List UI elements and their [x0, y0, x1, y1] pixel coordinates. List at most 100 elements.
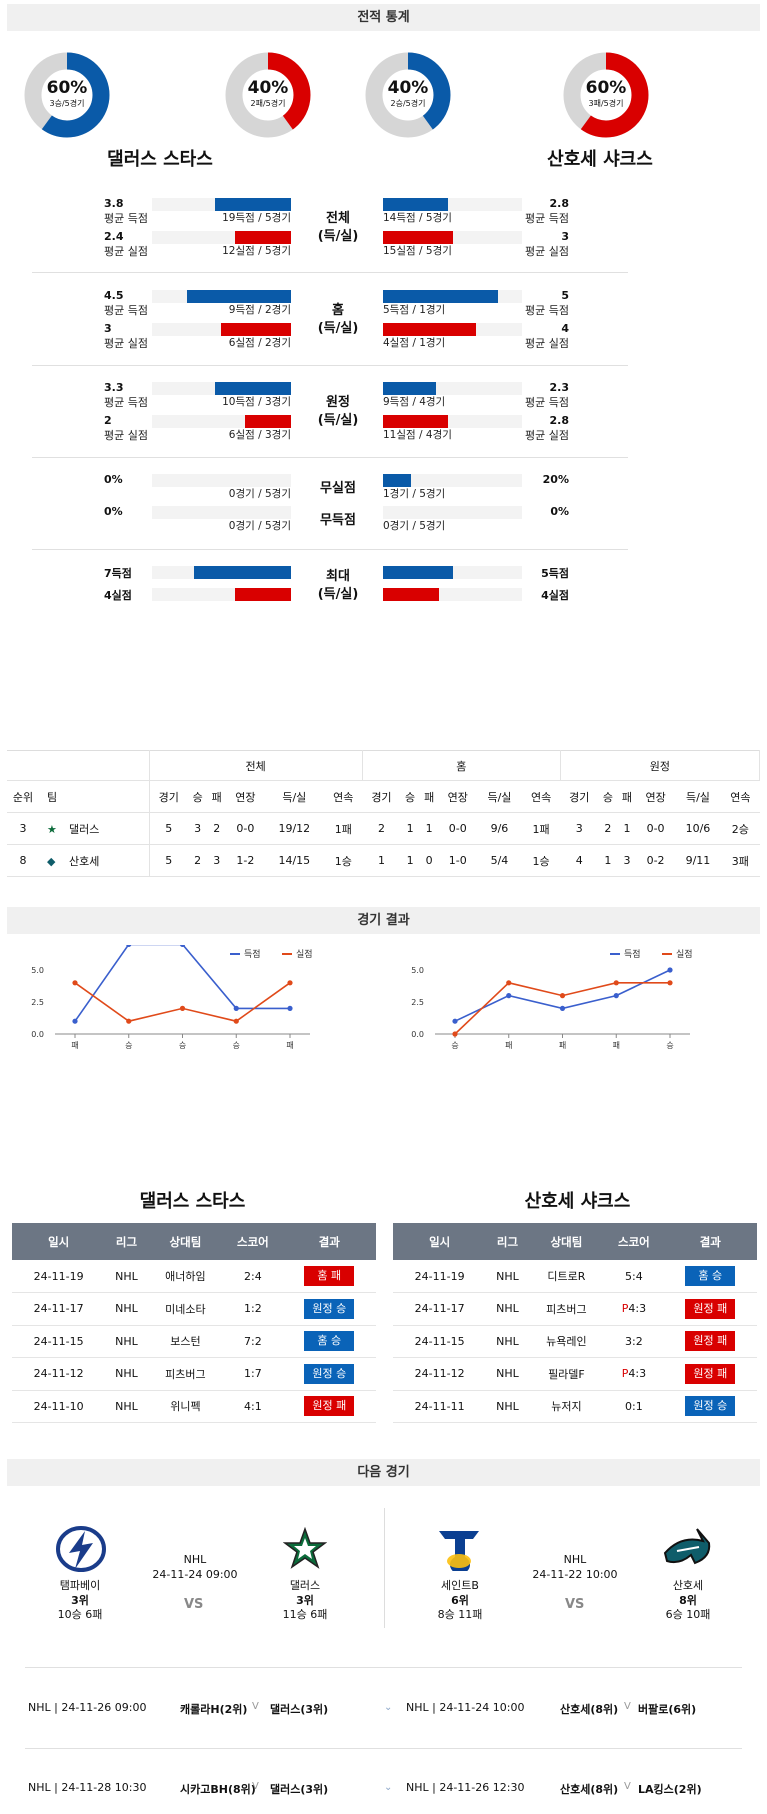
results-date: 24-11-19 [12, 1260, 106, 1293]
results-row: 24-11-19 NHL 디트로R 5:4 홈 승 [393, 1260, 757, 1293]
standings-cell: 9/6 [476, 812, 522, 845]
results-header: 상대팀 [147, 1223, 224, 1260]
away-stat-track [383, 506, 522, 519]
chevron-down-icon[interactable]: ⌄ [384, 1702, 393, 1713]
results-score-prefix: P [621, 1302, 629, 1316]
away-stat-sub: 1경기 / 5경기 [383, 488, 446, 500]
home-stat-value: 2 [104, 414, 112, 427]
results-outcome: 원정 승 [663, 1390, 757, 1423]
upcoming-right-info: NHL | 24-11-24 10:00 [406, 1701, 525, 1714]
chart-ytick: 2.5 [411, 998, 424, 1007]
results-league: NHL [105, 1390, 148, 1423]
standings-header: 연장 [226, 780, 265, 813]
standings-cell: 3 [188, 812, 208, 845]
chart-point [506, 993, 512, 999]
chart-xtick: 승 [666, 1041, 673, 1050]
results-score: 1:7 [223, 1357, 283, 1391]
standings-cell: 10/6 [674, 812, 722, 845]
next-left-t1-rank: 3위 [71, 1594, 89, 1607]
results-opponent: 피츠버그 [528, 1292, 605, 1326]
results-opponent: 애너하임 [147, 1260, 224, 1293]
result-badge: 홈 패 [304, 1266, 355, 1286]
next-right-datetime: 24-11-22 10:00 [532, 1568, 618, 1581]
results-date: 24-11-17 [393, 1292, 487, 1326]
chart-xtick: 패 [286, 1040, 293, 1050]
chart-xtick: 승 [233, 1041, 240, 1050]
results-opponent: 미네소타 [147, 1292, 224, 1326]
chart-point [287, 1005, 293, 1011]
standings-cell: 5 [149, 844, 189, 877]
away-stat-sub: 11실점 / 4경기 [383, 429, 452, 441]
standings-header: 연장 [438, 780, 477, 813]
away-stat-value: 3 [561, 230, 569, 243]
donut-percent: 40% [247, 78, 289, 98]
home-stat-value: 3.3 [104, 381, 124, 394]
upcoming-left-vs: V [252, 1781, 259, 1792]
results-home-team: 댈러스 스타스 [139, 1191, 246, 1212]
home-stat-bar [235, 588, 291, 601]
chart-point [179, 1005, 186, 1011]
standings-header: 연속 [721, 780, 760, 813]
home-stat-value: 0% [104, 473, 123, 486]
home-stat-bar [215, 382, 291, 395]
results-row: 24-11-12 NHL 필라델F P4:3 원정 패 [393, 1357, 757, 1391]
next-left-t1-record: 10승 6패 [57, 1608, 103, 1621]
stat-group-sublabel: (득/실) [317, 321, 359, 336]
chart-xtick: 패 [505, 1040, 512, 1050]
standings-header: 경기 [149, 780, 189, 813]
standings-header-row: 순위 팀 경기 승 패 연장 득/실 연속 경기 승 패 연장 득/실 연속 경기 승 패 연장 득/실 연속 [7, 780, 760, 813]
results-league: NHL [486, 1325, 529, 1358]
chart-point [667, 967, 673, 973]
away-stat-value: 0% [550, 505, 569, 518]
upcoming-divider [25, 1667, 742, 1668]
standings-cell: 19/12 [264, 812, 325, 845]
next-left-league: NHL [183, 1553, 207, 1566]
standings-cell: 0-0 [438, 812, 477, 845]
home-stat-label: 평균 득점 [104, 212, 148, 225]
upcoming-divider [25, 1748, 742, 1749]
chart-point [72, 980, 78, 986]
next-right-vs: VS [565, 1597, 585, 1612]
standings-team-name: 산호세 [69, 854, 100, 868]
chart-ytick: 0.0 [411, 1030, 424, 1039]
chart-legend-label: 실점 [296, 948, 313, 960]
standings-header: 득/실 [674, 780, 722, 813]
home-stat-bar [221, 323, 291, 336]
results-row: 24-11-11 NHL 뉴저지 0:1 원정 승 [393, 1390, 757, 1423]
home-team-name: 댈러스 스타스 [107, 149, 213, 170]
chart-point [452, 1018, 458, 1024]
chevron-down-icon[interactable]: ⌄ [384, 1782, 393, 1793]
away-stat-sub: 14득점 / 5경기 [383, 212, 452, 224]
standings-cell: 5 [149, 812, 189, 845]
win-rate-donut: 60% 3승/5경기 [24, 52, 110, 138]
standings-team: ★ 댈러스 [39, 812, 150, 845]
results-date: 24-11-19 [393, 1260, 487, 1293]
next-right-t1-name: 세인트B [441, 1579, 479, 1592]
away-stat-label: 평균 득점 [525, 396, 569, 409]
standings-cell: 0-0 [636, 812, 675, 845]
results-table-sanjose: 일시 리그 상대팀 스코어 결과 24-11-19 NHL 디트로R 5:4 홈 승 24-11-1… [393, 1223, 757, 1423]
standings-cell: 1승 [324, 844, 363, 877]
donut-sub: 2승/5경기 [390, 99, 426, 108]
standings-cell: 1 [598, 844, 618, 877]
results-date: 24-11-12 [393, 1357, 487, 1391]
stat-divider [32, 457, 628, 458]
donut-percent: 40% [387, 78, 429, 98]
results-date: 24-11-15 [393, 1325, 487, 1358]
results-league: NHL [486, 1292, 529, 1326]
results-score-value: 4:3 [628, 1302, 647, 1316]
chart-legend-label: 득점 [244, 948, 261, 960]
results-league: NHL [486, 1260, 529, 1293]
standings-header: 경기 [560, 780, 599, 813]
home-stat-bar [194, 566, 291, 579]
donut-fill [365, 52, 451, 138]
home-stat-value: 7득점 [104, 567, 132, 580]
results-score: 2:4 [223, 1260, 283, 1293]
results-row: 24-11-19 NHL 애너하임 2:4 홈 패 [12, 1260, 376, 1293]
upcoming-left-info: NHL | 24-11-28 10:30 [28, 1781, 147, 1794]
next-left-datetime: 24-11-24 09:00 [152, 1568, 238, 1581]
results-league: NHL [105, 1292, 148, 1326]
next-left-t1-name: 탬파베이 [59, 1579, 101, 1592]
home-stat-value: 4실점 [104, 589, 132, 602]
